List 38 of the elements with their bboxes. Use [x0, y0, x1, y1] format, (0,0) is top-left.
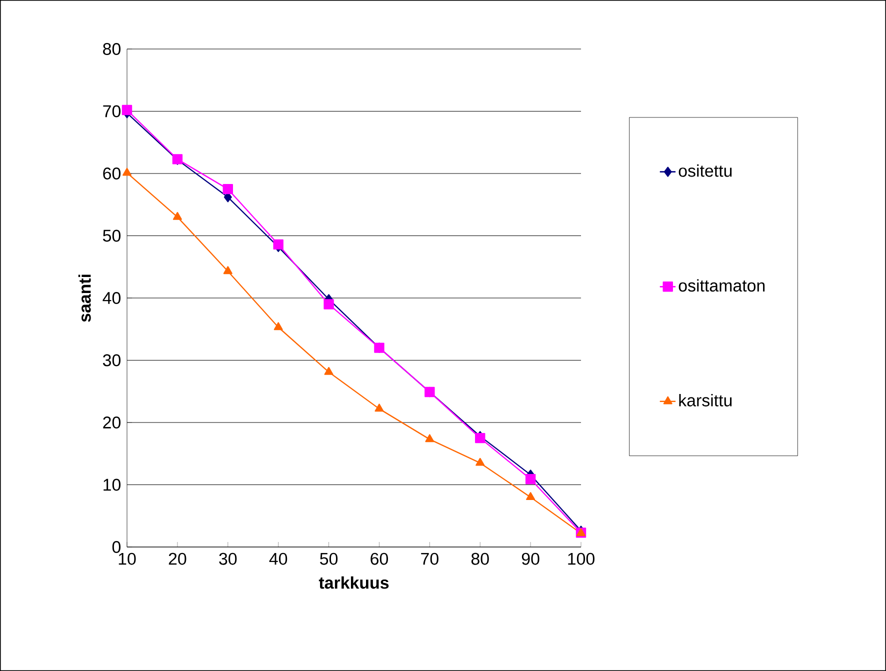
x-axis-title: tarkkuus — [318, 576, 389, 589]
point — [122, 104, 132, 116]
x-tick-label: 60 — [370, 552, 388, 565]
x-tick-label: 20 — [168, 552, 186, 565]
x-tick-label: 40 — [269, 552, 288, 565]
legend-label: karsittu — [679, 394, 732, 406]
y-tick-label: 0 — [112, 541, 121, 553]
y-tick-label: 30 — [102, 354, 120, 366]
x-tick-label: 50 — [320, 552, 338, 565]
legend-label: osittamaton — [678, 279, 765, 292]
point — [324, 299, 334, 310]
y-tick-label: 50 — [102, 230, 120, 242]
point — [425, 434, 434, 442]
legend-label: ositettu — [678, 164, 732, 177]
point — [324, 366, 334, 375]
x-tick-label: 70 — [421, 552, 438, 565]
point — [122, 168, 132, 176]
y-tick-label: 70 — [103, 105, 120, 118]
point — [223, 266, 232, 274]
point — [274, 322, 283, 330]
y-tick-label: 10 — [104, 478, 120, 491]
y-tick-label: 60 — [103, 168, 120, 180]
x-tick-label: 100 — [568, 552, 594, 565]
point — [222, 184, 233, 194]
y-tick-label: 20 — [103, 416, 120, 428]
point — [476, 458, 485, 466]
point — [273, 239, 284, 250]
y-tick-label: 80 — [103, 42, 120, 55]
point — [526, 492, 536, 500]
y-tick-label: 40 — [102, 292, 120, 304]
point — [172, 212, 182, 220]
point — [525, 474, 536, 484]
x-tick-label: 10 — [118, 552, 136, 565]
y-axis-title: saanti — [78, 274, 91, 322]
point — [374, 404, 384, 412]
x-tick-label: 90 — [522, 552, 540, 565]
x-tick-label: 30 — [219, 552, 237, 565]
x-tick-label: 80 — [471, 552, 489, 565]
